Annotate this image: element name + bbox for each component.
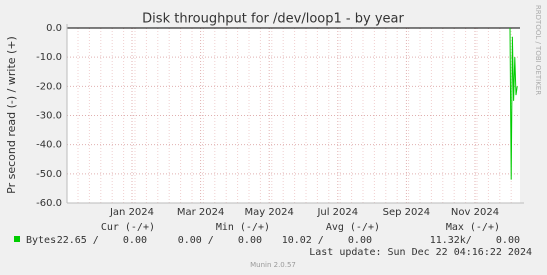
y-tick-label: -50.0 [36,169,62,180]
y-tick-label: -60.0 [36,198,62,209]
stats-header: Avg (-/+) [326,222,380,233]
stats-header: Cur (-/+) [101,222,155,233]
y-tick-label: -10.0 [36,52,62,63]
stats-cell: 0.00 / 0.00 [178,235,262,246]
watermark: RRDTOOL / TOBI OETIKER [534,5,542,95]
y-tick-label: -30.0 [36,111,62,122]
stats-header: Min (-/+) [216,222,270,233]
stats-cell: 10.02 / 0.00 [282,235,372,246]
x-tick-label: Sep 2024 [383,207,430,218]
y-tick-label: -20.0 [36,81,62,92]
last-update: Last update: Sun Dec 22 04:16:22 2024 [309,247,532,258]
y-tick-label: 0.0 [46,23,62,34]
footer: Munin 2.0.57 [250,261,296,269]
y-tick-label: -40.0 [36,140,62,151]
x-tick-label: Jul 2024 [316,207,358,218]
data-line [509,27,518,180]
legend-label: Bytes [26,235,56,246]
legend-swatch [14,236,20,242]
stats-header: Max (-/+) [446,222,500,233]
stats-cell: 11.32k/ 0.00 [430,235,520,246]
stats-cell: 22.65 / 0.00 [57,235,147,246]
x-tick-label: Mar 2024 [177,207,225,218]
chart-title: Disk throughput for /dev/loop1 - by year [142,12,404,27]
y-axis-label: Pr second read (-) / write (+) [5,36,18,194]
x-tick-label: May 2024 [245,207,294,218]
x-tick-label: Nov 2024 [451,207,499,218]
x-tick-label: Jan 2024 [109,207,154,218]
